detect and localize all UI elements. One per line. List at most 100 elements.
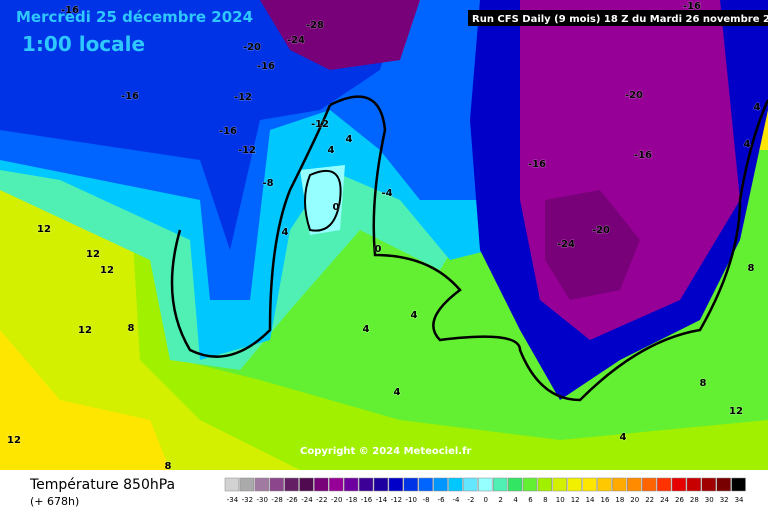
scale-swatch [463,477,478,492]
contour-label: -16 [683,1,701,12]
scale-label: 0 [484,496,488,504]
scale-swatch [507,477,523,492]
run-box [468,10,768,26]
scale-label: -2 [467,496,474,504]
scale-swatch [254,477,269,492]
contour-label: -28 [306,20,324,31]
contour-label: -4 [381,188,392,199]
scale-swatch [656,477,672,492]
scale-label: 8 [543,496,547,504]
contour-label: 4 [394,387,401,398]
contour-label: 12 [7,435,21,446]
scale-swatch [567,477,582,492]
scale-label: -34 [227,496,239,504]
contour-label: 4 [282,227,289,238]
contour-label: 4 [346,134,353,145]
scale-swatch [641,477,657,492]
scale-swatch [373,477,389,492]
forecast-time: 1:00 locale [22,32,145,56]
zero-isotherm [170,104,332,358]
scale-swatch [492,477,508,492]
contour-label: 4 [411,310,418,321]
scale-swatch [522,477,538,492]
scale-swatch [671,477,687,492]
forecast-date: Mercredi 25 décembre 2024 [16,8,253,26]
scale-swatch [403,477,418,492]
scale-swatch [627,477,642,492]
scale-swatch [343,477,359,492]
contour-label: -12 [234,92,252,103]
contour-label: 4 [754,102,761,113]
contour-label: 4 [744,139,751,150]
scale-swatch [388,477,404,492]
scale-swatch [358,477,374,492]
scale-label: 14 [586,496,595,504]
scale-label: 34 [735,496,744,504]
scale-swatch [284,477,299,492]
scale-swatch [239,477,255,492]
scale-swatch [612,477,627,492]
scale-label: -8 [423,496,430,504]
zone [260,0,420,70]
scale-swatch [314,477,329,492]
contour-label: -12 [311,119,329,130]
contour-label: -8 [262,178,273,189]
contour-label: -16 [61,5,79,16]
zone [545,190,640,300]
scale-label: -22 [316,496,327,504]
scale-label: -10 [406,496,417,504]
scale-label: 16 [600,496,609,504]
zero-isotherm [304,170,342,232]
contour-label: -12 [238,145,256,156]
scale-swatch [433,477,448,492]
scale-label: 2 [498,496,502,504]
contour-label: 8 [165,461,172,472]
contour-label: 12 [37,224,51,235]
contour-label: -24 [557,239,575,250]
contour-label: -20 [625,90,643,101]
contour-label: -16 [634,150,652,161]
scale-swatch [597,477,612,492]
contour-label: -24 [287,35,305,46]
scale-label: 30 [705,496,714,504]
contour-label: 12 [86,249,100,260]
scale-swatch [224,477,240,492]
contour-label: 12 [78,325,92,336]
contour-label: -16 [257,61,275,72]
contour-label: -16 [219,126,237,137]
contour-label: 8 [128,323,135,334]
run-info: Run CFS Daily (9 mois) 18 Z du Mardi 26 … [472,14,768,25]
scale-swatch [731,477,746,492]
scale-label: 28 [690,496,699,504]
scale-label: -16 [361,496,373,504]
scale-swatch [686,477,702,492]
scale-swatch [701,477,716,492]
contour-label: -20 [243,42,261,53]
zero-isotherm [329,95,768,402]
contour-label: 12 [100,265,114,276]
scale-label: 24 [660,496,669,504]
scale-label: -20 [331,496,342,504]
contour-label: 0 [375,244,382,255]
scale-label: 20 [630,496,639,504]
contour-label: 4 [328,145,335,156]
scale-swatch [716,477,731,492]
scale-label: 6 [528,496,533,504]
contour-label: 8 [700,378,707,389]
scale-swatch [537,477,553,492]
scale-swatch [269,477,284,492]
scale-label: -26 [286,496,298,504]
scale-swatch [478,477,493,492]
scale-swatch [582,477,597,492]
copyright: Copyright © 2024 Meteociel.fr [300,446,471,457]
scale-swatch [299,477,314,492]
scale-label: 4 [513,496,518,504]
scale-label: -32 [242,496,253,504]
scale-label: -4 [452,496,460,504]
contour-label: 4 [363,324,370,335]
scale-label: -14 [376,496,388,504]
zone [0,0,400,250]
contour-label: -16 [121,91,139,102]
scale-swatch [418,477,433,492]
